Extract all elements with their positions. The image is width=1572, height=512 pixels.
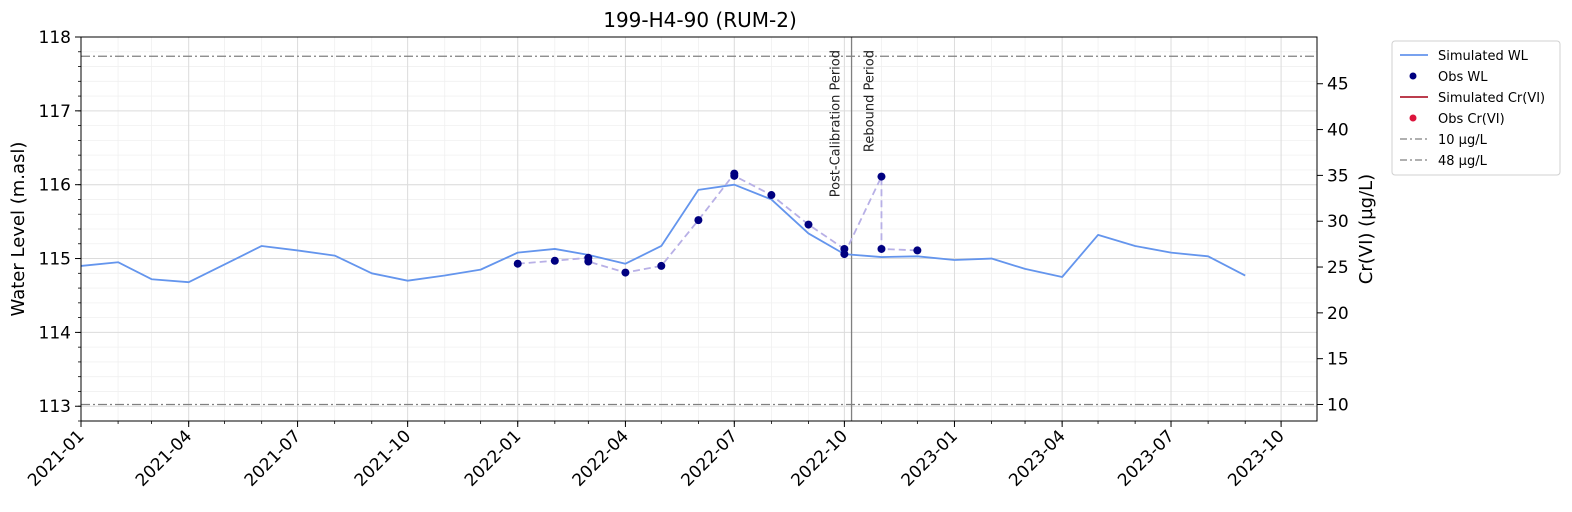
x-tick-label: 2022-01 [461, 426, 525, 490]
x-tick-label: 2022-07 [677, 426, 741, 490]
y-right-tick-label: 10 [1327, 396, 1349, 416]
data-point [877, 172, 886, 181]
y-right-tick-label: 35 [1327, 166, 1349, 186]
data-point [877, 244, 886, 253]
data-point [550, 256, 559, 265]
x-tick-label: 2023-07 [1114, 426, 1178, 490]
x-tick-label: 2022-10 [788, 426, 852, 490]
data-point [621, 268, 630, 277]
series-line [80, 183, 1246, 284]
rebound-period-label: Rebound Period [863, 50, 878, 152]
y-left-tick-label: 118 [39, 28, 71, 48]
grid [80, 36, 1317, 422]
data-point [513, 259, 522, 268]
y-right-tick-label: 40 [1327, 121, 1349, 141]
legend-label: Simulated Cr(VI) [1438, 91, 1545, 106]
y-left-tick-label: 116 [39, 176, 71, 196]
y-right-tick-label: 45 [1327, 75, 1349, 95]
legend-label: Obs Cr(VI) [1438, 112, 1505, 127]
legend-label: Obs WL [1438, 70, 1488, 85]
data-point [804, 220, 813, 229]
legend-marker [1409, 72, 1417, 80]
y-right-tick-label: 25 [1327, 258, 1349, 278]
series-layer [80, 169, 1246, 284]
obs-connector-line [517, 170, 918, 274]
y-left-tick-label: 114 [39, 323, 71, 343]
x-tick-label: 2021-10 [351, 426, 415, 490]
post-calibration-period-label: Post-Calibration Period [829, 50, 844, 197]
x-tick-label: 2021-07 [241, 426, 305, 490]
legend-box [1391, 40, 1561, 176]
x-tick-label: 2022-04 [569, 426, 633, 490]
data-point [767, 191, 776, 200]
data-point [730, 171, 739, 180]
legend-label: 10 µg/L [1438, 133, 1488, 148]
y-left-tick-label: 117 [39, 102, 71, 122]
y-axis-right-label: Cr(VI) (µg/L) [1356, 174, 1377, 284]
y-right-tick-label: 20 [1327, 304, 1349, 324]
y-left-tick-label: 115 [39, 250, 71, 270]
legend: Simulated WL Obs WL Simulated Cr(VI) Obs Cr… [1391, 40, 1561, 176]
x-tick-label: 2021-01 [24, 426, 88, 490]
data-point [584, 257, 593, 266]
x-tick-label: 2023-04 [1005, 426, 1069, 490]
y-axis-left: 113 114 115 116 117 118 [39, 28, 81, 422]
legend-label: 48 µg/L [1438, 154, 1488, 169]
legend-marker [1409, 114, 1417, 122]
y-right-tick-label: 15 [1327, 350, 1349, 370]
y-right-tick-label: 30 [1327, 212, 1349, 232]
data-point [657, 261, 666, 270]
x-tick-label: 2023-01 [898, 426, 962, 490]
y-axis-right: 10 15 20 25 30 35 40 45 [1317, 75, 1349, 416]
x-tick-label: 2023-10 [1224, 426, 1288, 490]
y-axis-left-label: Water Level (m.asl) [8, 142, 29, 317]
data-point [913, 246, 922, 255]
y-left-tick-label: 113 [39, 397, 71, 417]
x-tick-label: 2021-04 [132, 426, 196, 490]
data-point [694, 216, 703, 225]
threshold-lines [81, 55, 1317, 406]
x-axis: 2021-01 2021-04 2021-07 2021-10 2022-01 2022-… [24, 421, 1289, 491]
data-point [840, 250, 849, 259]
legend-label: Simulated WL [1438, 49, 1529, 64]
chart-title: 199-H4-90 (RUM-2) [603, 8, 797, 32]
